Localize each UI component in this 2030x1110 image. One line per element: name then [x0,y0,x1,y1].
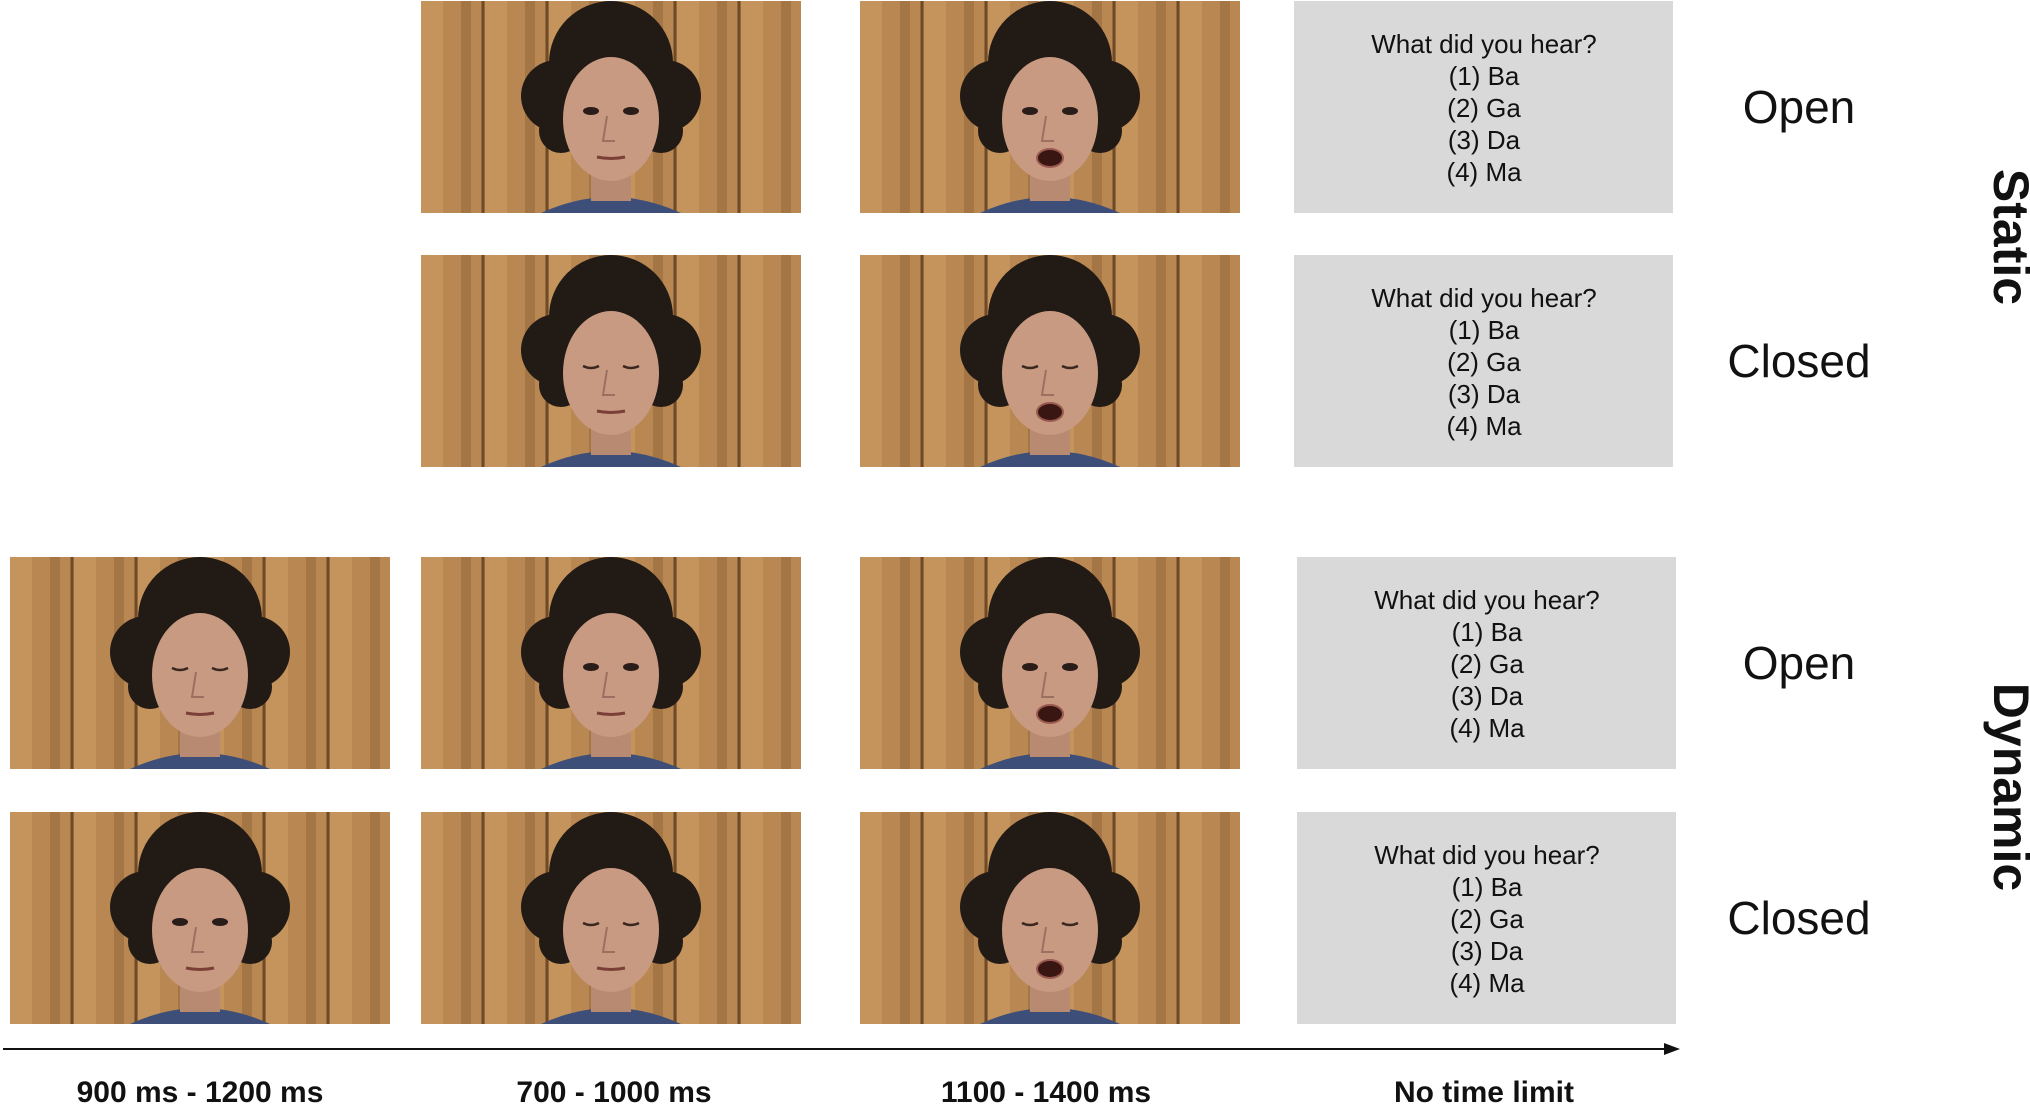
photo-layer [1036,704,1064,724]
face-photo [860,255,1240,467]
photo-layer [595,966,627,971]
condition-label: Open [1743,81,1856,133]
face-photo [10,557,390,769]
photo-layer [860,255,1240,467]
photo-layer [860,1,1240,213]
photo-layer [10,557,390,769]
photo-layer [421,1,801,213]
option: (2) Ga [1450,649,1524,679]
photo-layer [10,812,390,1024]
option: (4) Ma [1446,411,1522,441]
option: (1) Ba [1452,617,1523,647]
face-photo [860,1,1240,213]
option: (2) Ga [1447,93,1521,123]
photo-layer [595,155,627,160]
option: (2) Ga [1450,904,1524,934]
question: What did you hear? [1374,840,1599,870]
group-label: Dynamic [1983,683,2030,891]
face-photo [860,812,1240,1024]
photo-layer [595,409,627,414]
photo-layer [860,812,1240,1024]
photo-layer [421,812,801,1024]
condition-label: Closed [1727,892,1870,944]
question: What did you hear? [1374,585,1599,615]
option: (1) Ba [1449,61,1520,91]
photo-layer [1036,959,1064,979]
response-box [1297,812,1676,1024]
option: (2) Ga [1447,347,1521,377]
option: (3) Da [1448,379,1521,409]
option: (3) Da [1451,681,1524,711]
response-box [1294,1,1673,213]
face-photo [421,255,801,467]
face-photo [421,812,801,1024]
timeline-label: 700 - 1000 ms [516,1076,711,1109]
timeline-label: 1100 - 1400 ms [941,1076,1151,1109]
photo-layer [1036,402,1064,422]
option: (3) Da [1448,125,1521,155]
option: (3) Da [1451,936,1524,966]
option: (1) Ba [1452,872,1523,902]
option: (4) Ma [1449,713,1525,743]
condition-label: Closed [1727,335,1870,387]
photo-layer [184,966,216,971]
group-label: Static [1983,169,2030,305]
response-box [1297,557,1676,769]
photo-layer [421,557,801,769]
face-photo [421,1,801,213]
option: (4) Ma [1446,157,1522,187]
photo-layer [1036,148,1064,168]
video-frames [10,1,1240,1024]
timeline-label: 900 ms - 1200 ms [77,1076,324,1109]
face-photo [421,557,801,769]
face-photo [860,557,1240,769]
photo-layer [421,255,801,467]
photo-layer [860,557,1240,769]
question: What did you hear? [1371,283,1596,313]
option: (1) Ba [1449,315,1520,345]
response-box [1294,255,1673,467]
condition-label: Open [1743,637,1856,689]
face-photo [10,812,390,1024]
option: (4) Ma [1449,968,1525,998]
timeline-label: No time limit [1394,1076,1574,1109]
arrow-head [1664,1043,1680,1055]
photo-layer [595,711,627,716]
question: What did you hear? [1371,29,1596,59]
photo-layer [184,711,216,716]
